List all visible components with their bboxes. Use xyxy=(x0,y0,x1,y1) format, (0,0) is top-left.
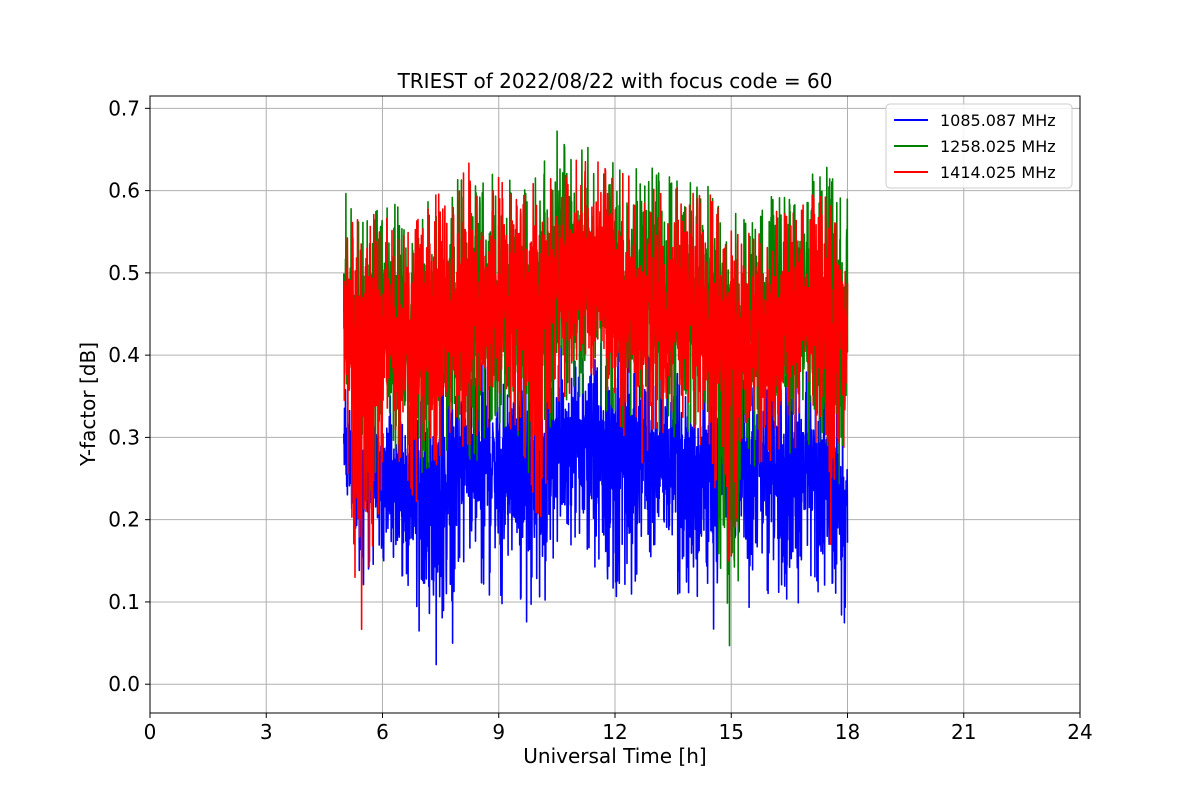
series-layer xyxy=(343,130,849,666)
legend: 1085.087 MHz 1258.025 MHz 1414.025 MHz xyxy=(885,103,1073,189)
series-line-3 xyxy=(343,159,849,631)
legend-label: 1085.087 MHz xyxy=(940,111,1056,130)
y-tick-label: 0.7 xyxy=(108,96,140,120)
x-tick-label: 6 xyxy=(376,720,389,744)
x-tick-label: 9 xyxy=(492,720,505,744)
y-tick-label: 0.3 xyxy=(108,425,140,449)
y-tick-label: 0.2 xyxy=(108,508,140,532)
legend-label: 1258.025 MHz xyxy=(940,137,1056,156)
x-tick-label: 24 xyxy=(1067,720,1092,744)
y-tick-label: 0.0 xyxy=(108,672,140,696)
x-tick-label: 0 xyxy=(144,720,157,744)
x-tick-label: 15 xyxy=(719,720,744,744)
y-tick-label: 0.5 xyxy=(108,261,140,285)
y-tick-label: 0.6 xyxy=(108,179,140,203)
y-tick-label: 0.1 xyxy=(108,590,140,614)
legend-box xyxy=(885,103,1073,189)
x-tick-label: 3 xyxy=(260,720,273,744)
y-tick-label: 0.4 xyxy=(108,343,140,367)
ticks: 0 3 6 9 12 15 18 21 24 0.0 0.1 0.2 0.3 0.4 0.5 0.6 0.7 xyxy=(108,96,1093,744)
y-axis-label: Y-factor [dB] xyxy=(76,342,100,467)
chart-title: TRIEST of 2022/08/22 with focus code = 6… xyxy=(397,69,833,93)
x-tick-label: 18 xyxy=(835,720,860,744)
x-tick-label: 12 xyxy=(602,720,627,744)
legend-label: 1414.025 MHz xyxy=(940,163,1056,182)
x-tick-label: 21 xyxy=(951,720,976,744)
x-axis-label: Universal Time [h] xyxy=(523,744,706,768)
